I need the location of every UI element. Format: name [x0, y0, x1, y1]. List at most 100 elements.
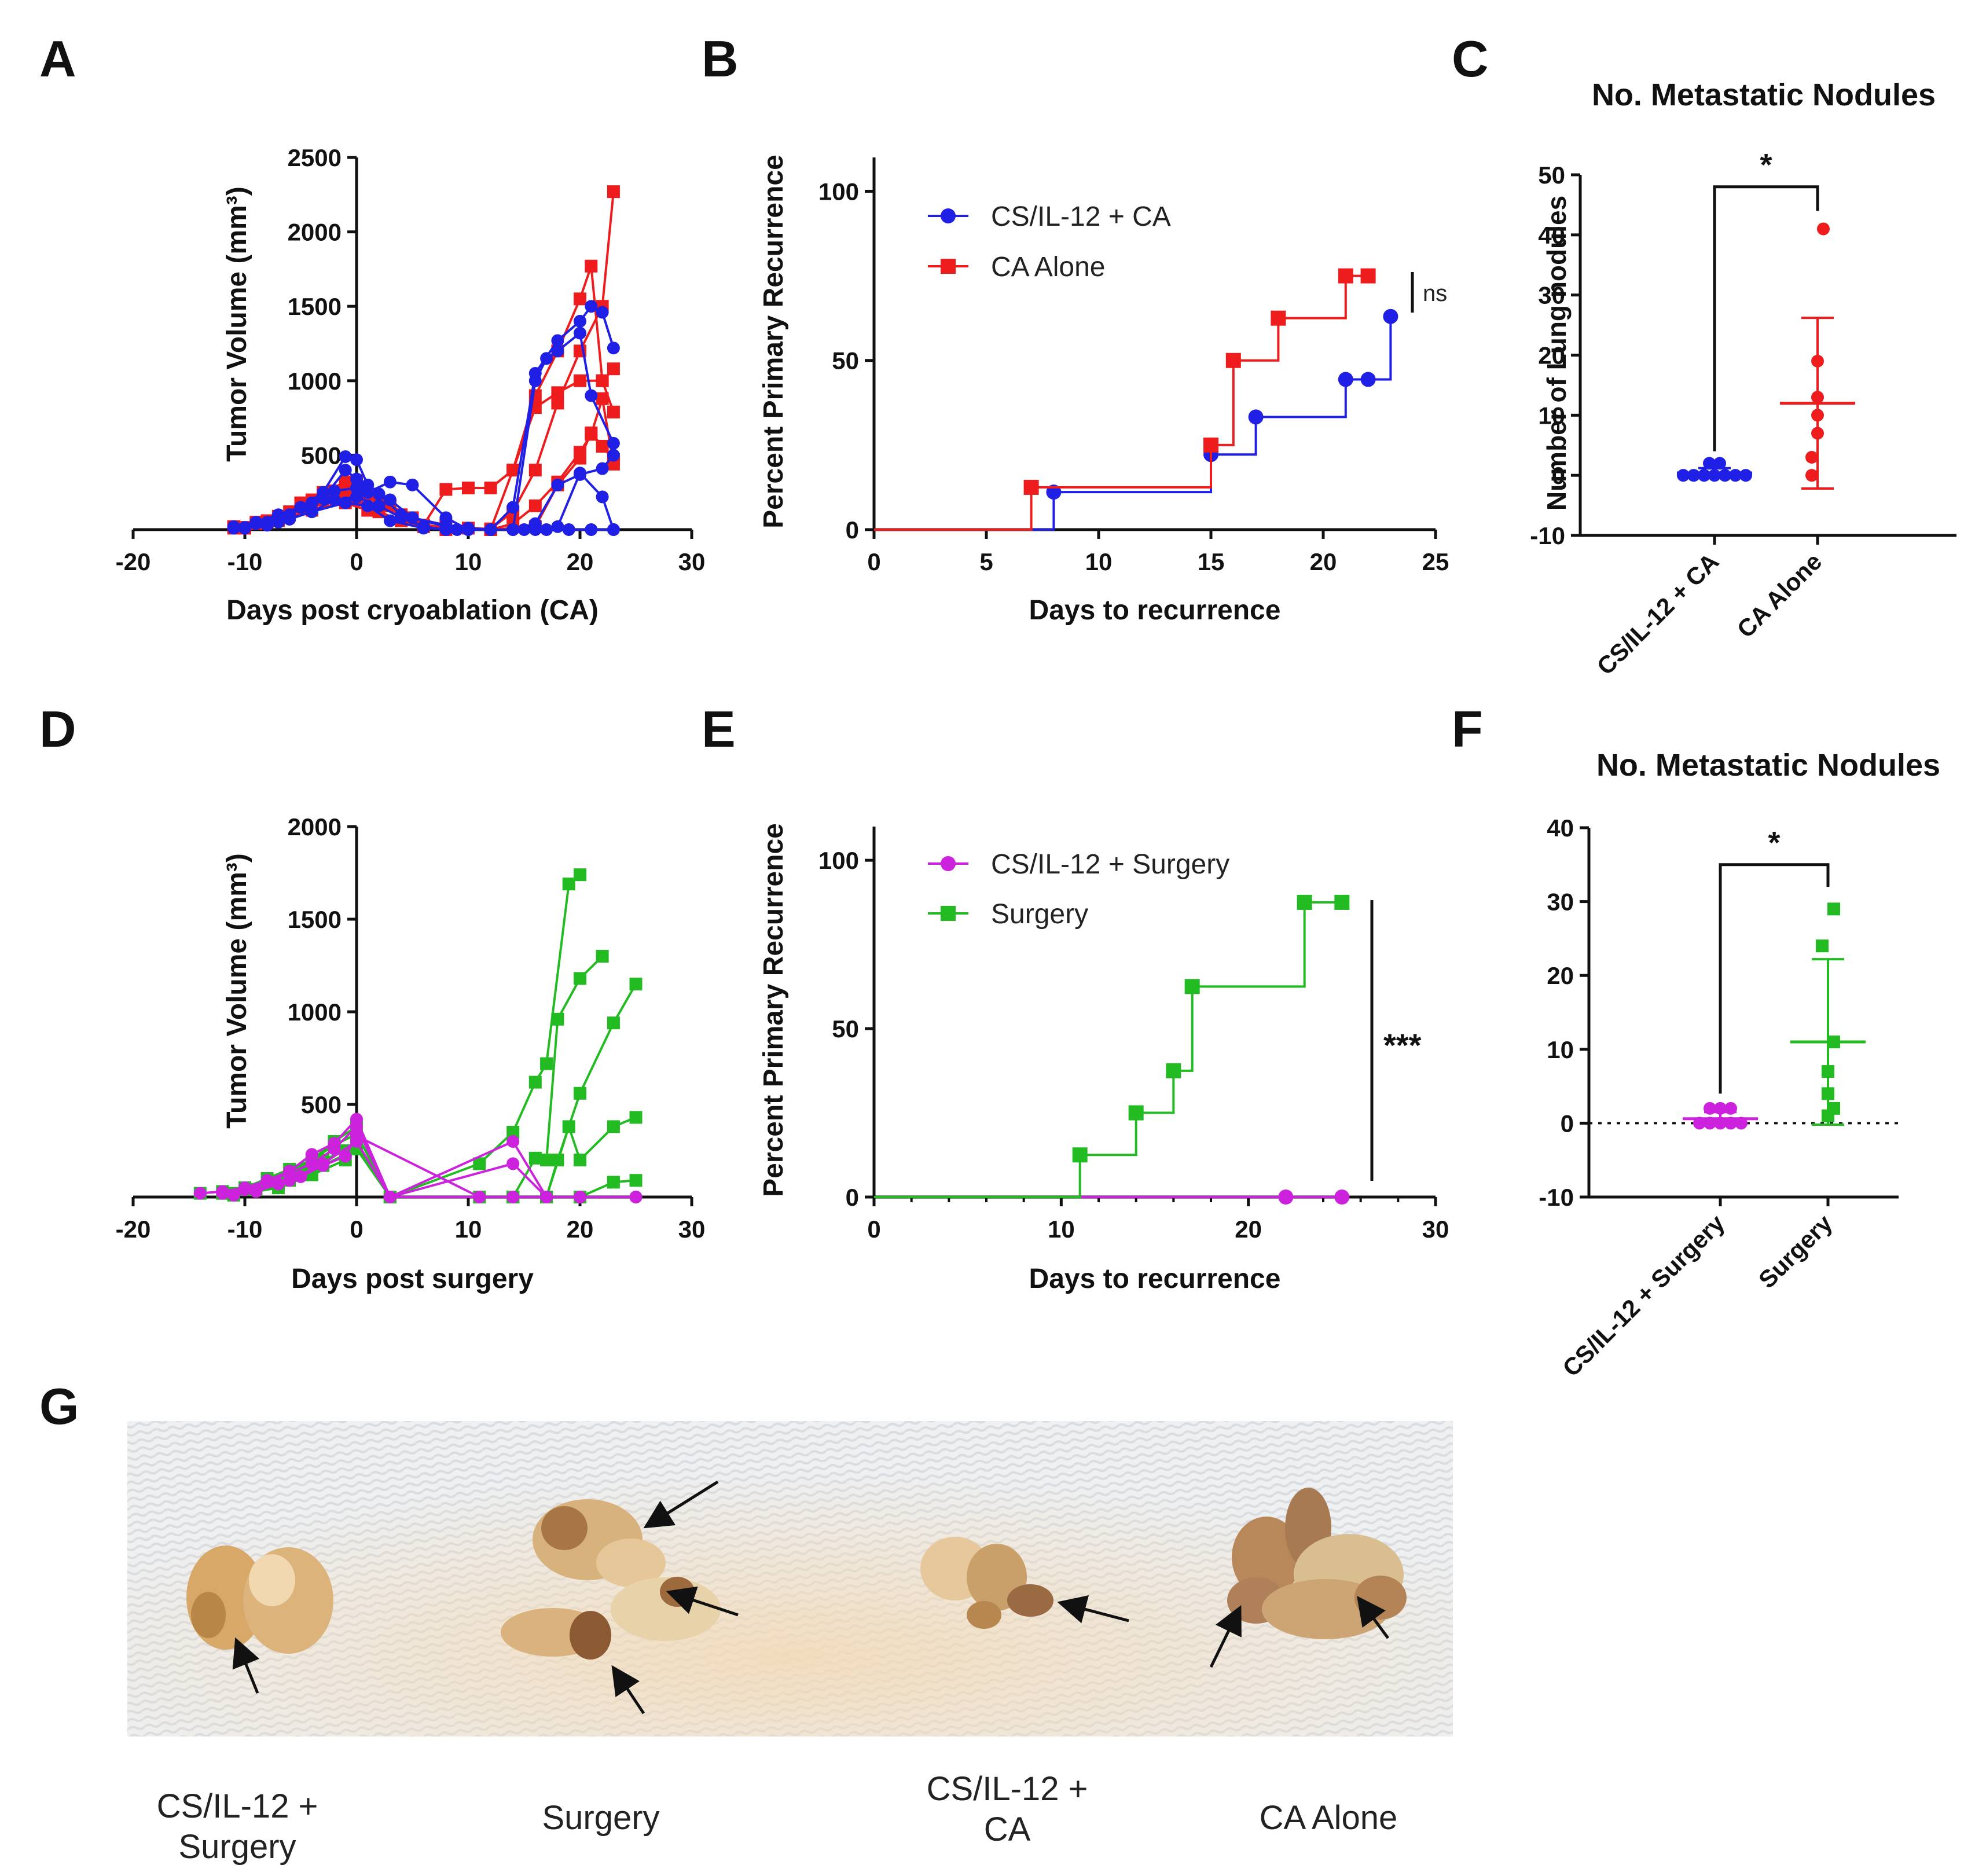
- data-point: [607, 185, 620, 199]
- chart-b-recurrence-ca: 0 5 10 15 20 25 0 50 100 Days to recurrence Percen…: [758, 155, 1449, 626]
- data-point: [540, 1057, 553, 1070]
- y-tick-label: 0: [1561, 1110, 1574, 1137]
- data-point: [596, 462, 609, 475]
- data-point: [574, 1191, 586, 1203]
- data-point: [238, 522, 251, 535]
- data-point: [551, 520, 564, 533]
- data-point: [596, 439, 609, 453]
- y-tick-label: 10: [1547, 1036, 1574, 1063]
- data-point: [339, 496, 352, 509]
- x-axis-label: Days post cryoablation (CA): [226, 595, 599, 626]
- data-point: [260, 519, 274, 532]
- y-tick-label: -10: [1530, 522, 1565, 549]
- legend-label-surgery: Surgery: [991, 899, 1088, 930]
- data-point: [1719, 469, 1731, 482]
- x-tick-label: 20: [567, 548, 594, 575]
- data-point: [1729, 469, 1742, 482]
- data-point: [574, 374, 586, 387]
- data-point: [439, 511, 453, 524]
- data-point: [1822, 1065, 1834, 1078]
- x-tick-label: 30: [1422, 1216, 1449, 1243]
- data-point: [585, 389, 598, 402]
- y-axis-label: Percent Primary Recurrence: [758, 823, 789, 1197]
- data-point: [574, 1086, 586, 1100]
- data-point: [585, 259, 598, 273]
- data-point: [1297, 894, 1312, 910]
- chart-e-recurrence-surgery: 0 10 20 30 0 50 100 Days to recurrence Percent P…: [758, 823, 1449, 1294]
- significance-bracket: [1719, 863, 1830, 1094]
- x-tick-label: -10: [227, 548, 263, 575]
- data-point: [1184, 979, 1200, 994]
- data-point: [1166, 1063, 1181, 1078]
- data-point: [607, 362, 620, 376]
- data-point: [1203, 437, 1218, 453]
- panel-letter-d: D: [39, 700, 76, 758]
- y-axis-label: Percent Primary Recurrence: [758, 155, 789, 528]
- y-tick-label: 20: [1538, 342, 1565, 369]
- data-point: [372, 499, 386, 512]
- data-point: [540, 1191, 553, 1203]
- caption-cs-il12-ca-1: CS/IL-12 +: [927, 1770, 1088, 1808]
- data-point: [574, 451, 586, 465]
- legend-marker-red: [941, 259, 956, 274]
- data-point: [506, 1135, 520, 1148]
- y-tick-label: 100: [818, 847, 859, 874]
- y-tick-label: 500: [301, 1091, 342, 1118]
- arrow-3: [666, 1586, 739, 1617]
- data-point: [328, 484, 341, 498]
- data-point: [317, 1157, 330, 1170]
- caption-surgery: Surgery: [542, 1799, 659, 1837]
- arrow-6: [1209, 1605, 1242, 1668]
- data-point: [383, 493, 397, 506]
- data-point: [328, 1142, 341, 1155]
- x-tick-label: 30: [678, 548, 706, 575]
- data-point: [540, 1154, 553, 1166]
- legend-marker-green: [941, 906, 956, 921]
- data-point: [596, 950, 609, 963]
- category-label: CS/IL-12 + CA: [1592, 548, 1724, 680]
- arrow-1: [232, 1637, 260, 1694]
- data-point: [1708, 469, 1721, 482]
- significance-label: *: [1768, 825, 1780, 860]
- x-tick-label: 30: [678, 1216, 706, 1243]
- data-point: [350, 1135, 363, 1148]
- data-point: [473, 1157, 486, 1170]
- y-tick-label: 2500: [288, 144, 342, 171]
- data-point: [574, 467, 586, 480]
- data-point: [350, 472, 363, 486]
- lung-photo: [127, 1421, 1453, 1737]
- data-point: [585, 300, 598, 313]
- data-point: [1827, 902, 1840, 916]
- data-point: [585, 523, 598, 536]
- legend-label-ca-alone: CA Alone: [991, 252, 1105, 282]
- data-point: [562, 523, 575, 536]
- caption-cs-il12-surgery-1: CS/IL-12 +: [157, 1787, 318, 1825]
- significance-label: ***: [1383, 1027, 1422, 1063]
- x-tick-label: 25: [1422, 548, 1449, 575]
- caption-cs-il12-ca-2: CA: [984, 1811, 1031, 1848]
- arrow-7: [1357, 1595, 1390, 1639]
- x-tick-label: 10: [455, 1216, 482, 1243]
- x-tick-label: 20: [1310, 548, 1337, 575]
- chart-d-tumor-volume-surgery: -20 -10 0 10 20 30 500 1000 1500 2000 Days post su…: [116, 813, 706, 1294]
- x-tick-label: 0: [867, 1216, 880, 1243]
- data-point: [227, 522, 240, 535]
- data-point: [1827, 1036, 1840, 1049]
- data-point: [528, 499, 542, 512]
- data-point: [406, 478, 419, 491]
- data-point: [249, 1183, 263, 1196]
- data-point: [305, 1148, 318, 1161]
- data-point: [629, 1174, 643, 1187]
- x-tick-label: 5: [979, 548, 993, 575]
- data-point: [607, 449, 620, 462]
- panel-letter-a: A: [39, 30, 76, 87]
- chart-f-nodules-surgery: No. Metastatic Nodules -10 0 10 20 30 40 CS/IL-…: [1539, 748, 1940, 1382]
- data-point: [596, 490, 609, 504]
- data-point: [629, 978, 643, 990]
- caption-cs-il12-surgery-2: Surgery: [178, 1828, 296, 1866]
- x-tick-label: 15: [1198, 548, 1225, 575]
- y-tick-label: 30: [1547, 889, 1574, 916]
- data-point: [1735, 1117, 1748, 1130]
- y-tick-label: 50: [832, 347, 859, 375]
- y-tick-label: 40: [1547, 814, 1574, 842]
